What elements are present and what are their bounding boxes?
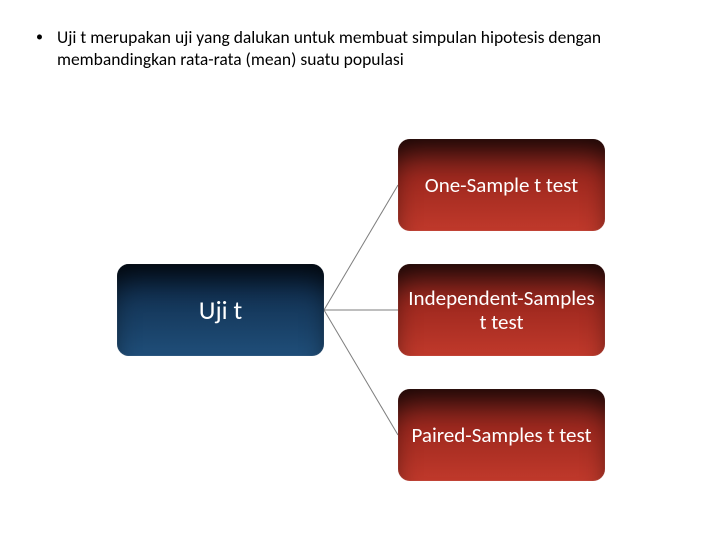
node-paired-samples-label: Paired-Samples t test <box>411 423 591 447</box>
node-independent-samples-label: Independent-Samples t test <box>408 286 595 334</box>
node-one-sample: One-Sample t test <box>398 139 605 231</box>
edge-root-c3 <box>324 310 398 435</box>
slide: • Uji t merupakan uji yang dalukan untuk… <box>0 0 720 540</box>
edge-root-c1 <box>324 185 398 310</box>
bullet-marker: • <box>36 26 43 48</box>
bullet-item: • Uji t merupakan uji yang dalukan untuk… <box>30 26 670 70</box>
diagram-connectors <box>0 0 720 540</box>
node-one-sample-label: One-Sample t test <box>425 173 578 197</box>
node-root-label: Uji t <box>199 294 242 326</box>
node-root: Uji t <box>117 264 324 356</box>
node-independent-samples: Independent-Samples t test <box>398 264 605 356</box>
bullet-text: Uji t merupakan uji yang dalukan untuk m… <box>57 26 670 70</box>
node-paired-samples: Paired-Samples t test <box>398 389 605 481</box>
